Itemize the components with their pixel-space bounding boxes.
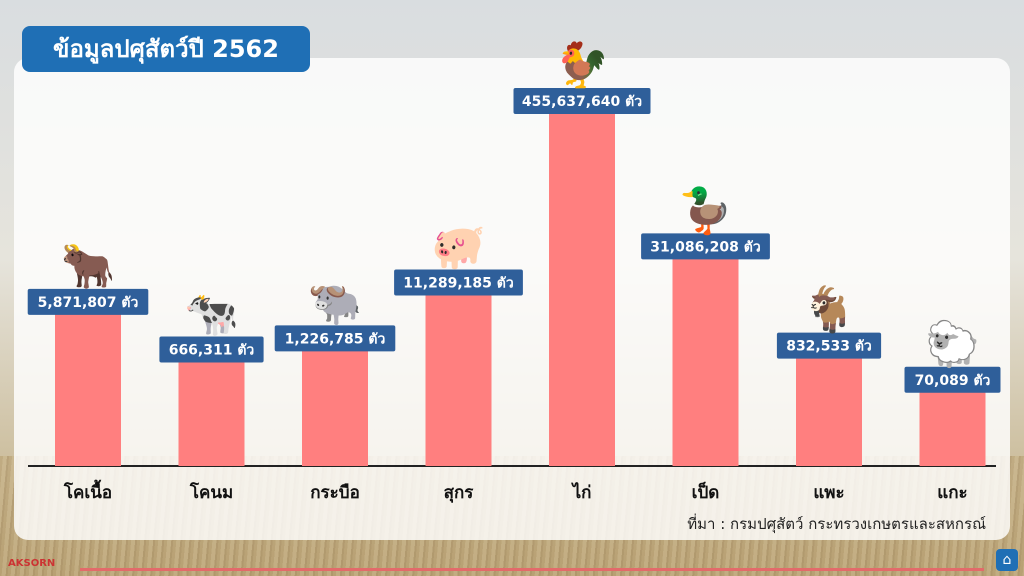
data-label-box [513,88,651,114]
data-label-box [394,269,523,296]
bar-7 [796,344,862,466]
data-label: 70,089 ตัว [915,373,991,389]
data-label: 31,086,208 ตัว [650,239,761,255]
bar-5 [549,100,615,466]
beef-cattle-icon: 🐂 [61,241,116,292]
x-tick-label: เป็ด [692,480,720,503]
bar-3 [302,337,368,466]
duck-icon: 🦆 [678,185,733,236]
data-label-box [904,366,1001,393]
brand-logo: AKSORN [8,558,56,569]
bar-4 [425,281,492,466]
data-label: 1,226,785 ตัว [285,331,386,347]
goat-icon: 🐐 [802,285,857,336]
buffalo-icon: 🐃 [308,277,363,328]
chicken-icon: 🐓 [555,40,610,91]
bar-8 [919,378,986,466]
pig-icon: 🐖 [431,221,486,272]
x-tick-label: โคนม [189,482,233,503]
data-label-box [641,233,770,260]
data-label-box [27,288,149,315]
bar-1 [55,300,121,466]
x-tick-label: แกะ [937,483,967,503]
x-tick-label: แพะ [813,483,844,503]
bar-2 [178,348,245,466]
page-title: ข้อมูลปศุสัตว์ปี 2562 [22,26,310,72]
dairy-cow-icon: 🐄 [184,288,239,339]
home-icon[interactable]: ⌂ [996,549,1018,571]
x-tick-label: ไก่ [571,482,592,503]
x-tick-label: สุกร [444,483,475,503]
sheep-icon: 🐑 [925,317,980,370]
data-label: 666,311 ตัว [169,342,255,358]
data-label: 11,289,185 ตัว [403,275,514,291]
data-label: 832,533 ตัว [786,339,872,355]
source-note: ที่มา : กรมปศุสัตว์ กระทรวงเกษตรและสหกรณ… [687,515,986,533]
footer-bar [80,568,984,571]
data-label: 455,637,640 ตัว [522,94,642,110]
bar-6 [672,245,739,466]
data-label-box [776,332,882,359]
data-label-box [159,336,264,363]
x-tick-label: โคเนื้อ [63,479,112,503]
data-label: 5,871,807 ตัว [38,295,139,311]
data-label-box [274,325,396,352]
x-tick-label: กระบือ [310,482,360,503]
